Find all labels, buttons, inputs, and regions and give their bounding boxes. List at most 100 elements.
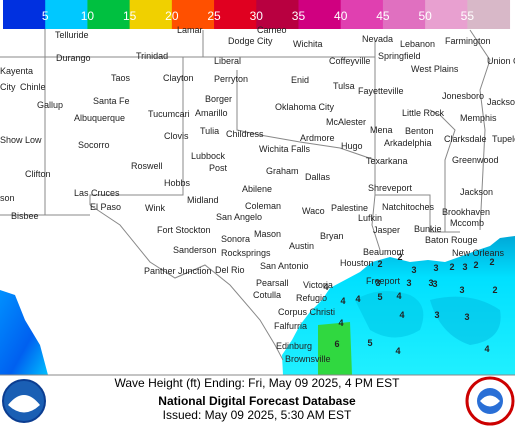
water-shade [430, 296, 501, 345]
city-label: Chinle [20, 82, 46, 92]
city-label: Roswell [131, 161, 163, 171]
wave-height-label: 2 [377, 259, 382, 269]
city-label: Enid [291, 75, 309, 85]
wave-height-label: 3 [462, 262, 467, 272]
city-label: Coffeyville [329, 56, 370, 66]
legend-tick-label: 50 [418, 9, 432, 23]
wave-height-label: 3 [375, 278, 380, 288]
legend-swatch [171, 0, 215, 29]
nws-logo [465, 376, 515, 426]
city-label: Houston [340, 258, 374, 268]
issued-time: Issued: May 09 2025, 5:30 AM EST [163, 408, 352, 422]
city-label: Graham [266, 166, 299, 176]
city-label: Falfurria [274, 321, 307, 331]
legend-tick-label: 10 [81, 9, 95, 23]
city-label: Post [209, 163, 228, 173]
legend-swatch [87, 0, 131, 29]
city-label: Bisbee [11, 211, 39, 221]
city-label: Tupelo [492, 134, 515, 144]
city-label: Shreveport [368, 183, 413, 193]
city-label: Sonora [221, 234, 250, 244]
city-label: Clovis [164, 131, 189, 141]
city-label: Lamar [177, 25, 203, 35]
city-label: Oklahoma City [275, 102, 335, 112]
city-label: Natchitoches [382, 202, 435, 212]
city-label: McAlester [326, 117, 366, 127]
legend-tick-label: 25 [207, 9, 221, 23]
city-label: Clarksdale [444, 134, 487, 144]
city-label: Little Rock [402, 108, 445, 118]
pacific-water [0, 290, 48, 375]
city-label: Beaumont [363, 247, 405, 257]
wave-height-label: 4 [396, 291, 401, 301]
wave-height-label: 2 [492, 285, 497, 295]
city-label: Sanderson [173, 245, 217, 255]
city-label: Union Cit [487, 56, 515, 66]
city-label: Texarkana [366, 156, 408, 166]
city-label: Mccomb [450, 218, 484, 228]
wave-height-label: 4 [399, 310, 404, 320]
city-label: Memphis [460, 113, 497, 123]
city-label: New Orleans [452, 248, 505, 258]
city-label: Socorro [78, 140, 110, 150]
water-shade [355, 291, 424, 338]
city-label: Las Cruces [74, 188, 120, 198]
city-label: Jasper [373, 225, 400, 235]
city-label: Dodge City [228, 36, 273, 46]
city-label: Dallas [305, 172, 331, 182]
city-label: Jackson [460, 187, 493, 197]
city-label: Wink [145, 203, 165, 213]
legend-tick-label: 55 [461, 9, 475, 23]
legend-swatch [214, 0, 257, 29]
high-wave-area [318, 322, 352, 375]
city-label: Bunkie [414, 224, 442, 234]
water [0, 236, 515, 375]
city-label: Baton Rouge [425, 235, 478, 245]
wave-height-label: 4 [355, 294, 360, 304]
city-label: Benton [405, 126, 434, 136]
legend-tick-label: 35 [292, 9, 306, 23]
wave-height-label: 2 [473, 260, 478, 270]
city-label: Rocksprings [221, 248, 271, 258]
city-label: San Angelo [216, 212, 262, 222]
city-label: Midland [187, 195, 219, 205]
city-label: Nevada [362, 34, 393, 44]
city-label: Lebanon [400, 39, 435, 49]
city-label: Refugio [296, 293, 327, 303]
city-label: Jonesboro [442, 91, 484, 101]
wave-height-label: 5 [377, 292, 382, 302]
city-label: Edinburg [276, 341, 312, 351]
city-label: Kayenta [0, 66, 33, 76]
wave-height-label: 4 [323, 282, 328, 292]
wave-height-label: 6 [334, 339, 339, 349]
noaa-logo [2, 379, 46, 423]
city-label: Palestine [331, 203, 368, 213]
wave-height-label: 3 [464, 312, 469, 322]
city-label: West Plains [411, 64, 459, 74]
legend-swatch [45, 0, 88, 29]
legend-tick-label: 40 [334, 9, 348, 23]
legend-tick-label: 30 [250, 9, 264, 23]
city-label: Tulia [200, 126, 219, 136]
city-label: Mason [254, 229, 281, 239]
wave-height-label: 4 [484, 344, 489, 354]
city-label: Del Rio [215, 265, 245, 275]
legend-tick-label: 5 [42, 9, 49, 23]
wave-height-label: 3 [434, 310, 439, 320]
city-label: Farmington [445, 36, 491, 46]
city-label: Santa Fe [93, 96, 130, 106]
city-label: Fayetteville [358, 86, 404, 96]
wave-height-label: 2 [449, 262, 454, 272]
wave-height-label: 3 [411, 265, 416, 275]
city-label: Coleman [245, 201, 281, 211]
city-label: Wichita Falls [259, 144, 311, 154]
city-label: Greenwood [452, 155, 499, 165]
city-label: Amarillo [195, 108, 228, 118]
city-label: San Antonio [260, 261, 309, 271]
city-label: Victoria [303, 280, 333, 290]
city-label: Springfield [378, 51, 421, 61]
city-label: Lubbock [191, 151, 226, 161]
